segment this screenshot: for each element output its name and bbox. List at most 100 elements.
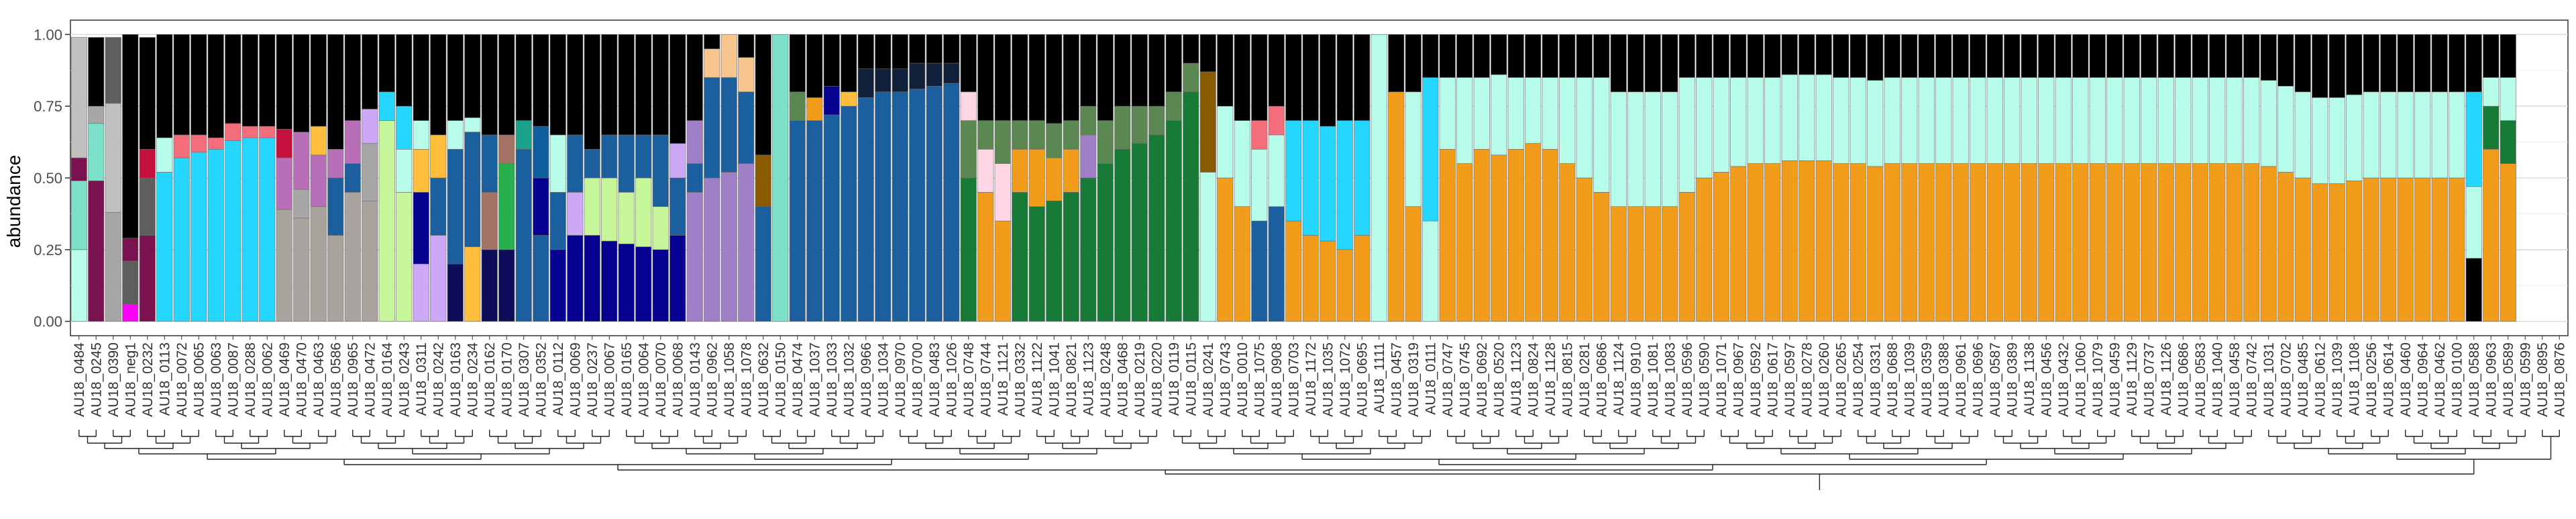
bar-stack — [259, 34, 276, 322]
bar-segment — [1713, 77, 1729, 173]
bar-segment — [362, 200, 378, 322]
bar-segment — [70, 249, 87, 322]
bar-stack — [2209, 34, 2226, 322]
bar-stack — [2500, 34, 2516, 322]
bar-stack — [241, 34, 258, 322]
bar-segment — [293, 34, 310, 132]
bar-segment — [1678, 77, 1695, 193]
bar-segment — [1559, 34, 1576, 78]
x-tick-label: AU18_0589 — [2501, 342, 2516, 417]
bar-segment — [720, 34, 737, 78]
bar-segment — [2209, 34, 2226, 78]
bar-stack — [1336, 34, 1353, 322]
bar-segment — [1525, 143, 1542, 322]
bar-segment — [1046, 34, 1063, 124]
x-tick-label: AU18_1129 — [2125, 342, 2140, 416]
bar-stack — [191, 34, 207, 322]
bar-stack — [2397, 34, 2414, 322]
bar-segment — [2192, 34, 2208, 78]
bar-segment — [1627, 206, 1644, 322]
bar-segment — [156, 34, 173, 138]
bar-segment — [686, 34, 703, 121]
bar-segment — [909, 62, 926, 89]
bar-segment — [618, 192, 635, 244]
bar-segment — [533, 177, 549, 236]
bar-segment — [2260, 166, 2277, 322]
bar-segment — [2465, 258, 2482, 322]
bar-stack — [122, 34, 139, 322]
bar-stack — [994, 34, 1011, 322]
bar-segment — [2141, 163, 2157, 322]
bar-segment — [2312, 183, 2328, 322]
x-tick-label: AU18_0219 — [1132, 342, 1148, 417]
bar-segment — [2141, 34, 2157, 78]
bar-stack — [1610, 34, 1627, 322]
x-tick-label: AU18_0256 — [2364, 342, 2379, 417]
bar-segment — [1713, 34, 1729, 78]
bar-segment — [1559, 77, 1576, 164]
bar-stack — [2363, 34, 2379, 322]
bar-segment — [2380, 177, 2397, 322]
bar-segment — [241, 137, 258, 322]
bar-segment — [1388, 91, 1405, 322]
x-tick-label: AU18_1121 — [996, 342, 1011, 416]
x-tick-label: AU18_0963 — [2483, 342, 2499, 417]
bar-segment — [70, 37, 87, 158]
bar-stack — [789, 34, 806, 322]
bar-segment — [2483, 148, 2500, 322]
bar-stack — [1935, 34, 1952, 322]
bar-segment — [1781, 160, 1798, 322]
bar-stack — [806, 34, 823, 322]
y-axis-label: abundance — [3, 155, 24, 248]
bar-segment — [1696, 77, 1713, 179]
bar-segment — [2363, 177, 2379, 322]
bar-segment — [704, 177, 720, 322]
bar-segment — [567, 134, 584, 193]
bar-stack — [2449, 34, 2465, 322]
bar-segment — [686, 120, 703, 164]
x-tick-label: AU18_0617 — [1765, 342, 1780, 417]
bar-segment — [173, 134, 190, 158]
bar-segment — [1097, 163, 1114, 322]
bar-segment — [1867, 80, 1884, 167]
bar-segment — [2500, 120, 2516, 164]
bar-segment — [191, 34, 207, 136]
bar-segment — [1662, 91, 1678, 207]
bar-segment — [892, 68, 908, 93]
bar-segment — [1302, 120, 1319, 236]
bar-stack — [293, 34, 310, 322]
bar-segment — [2055, 34, 2072, 78]
x-tick-label: AU18_0821 — [1064, 342, 1079, 417]
bar-segment — [1456, 34, 1473, 78]
bar-segment — [1320, 34, 1336, 127]
x-tick-label: AU18_0352 — [533, 342, 549, 417]
bar-segment — [2260, 34, 2277, 81]
x-tick-label: AU18_1033 — [824, 342, 840, 417]
x-tick-label: AU18_0745 — [1457, 342, 1472, 417]
bar-segment — [2277, 34, 2294, 87]
bar-stack — [2243, 34, 2260, 322]
bar-stack — [1080, 34, 1097, 322]
bar-segment — [1559, 163, 1576, 322]
x-tick-label: AU18_0483 — [927, 342, 943, 417]
bar-segment — [806, 34, 823, 98]
bar-stack — [88, 37, 105, 322]
x-tick-label: AU18_1123 — [1081, 342, 1096, 416]
bar-segment — [1028, 148, 1045, 207]
bar-segment — [652, 34, 669, 136]
bar-segment — [1217, 34, 1234, 107]
bar-segment — [943, 62, 960, 84]
bar-stack — [1217, 34, 1234, 322]
bar-stack — [1970, 34, 1986, 322]
x-tick-label: AU18_0747 — [1440, 342, 1456, 417]
bar-segment — [2397, 34, 2414, 93]
bar-segment — [1012, 148, 1028, 193]
bar-segment — [1713, 172, 1729, 322]
x-tick-label: AU18_1124 — [1611, 342, 1627, 416]
bar-segment — [1183, 91, 1199, 322]
bar-stack — [567, 34, 584, 322]
bar-segment — [293, 132, 310, 190]
bar-segment — [686, 192, 703, 322]
bar-segment — [481, 249, 498, 322]
bar-segment — [635, 134, 652, 179]
